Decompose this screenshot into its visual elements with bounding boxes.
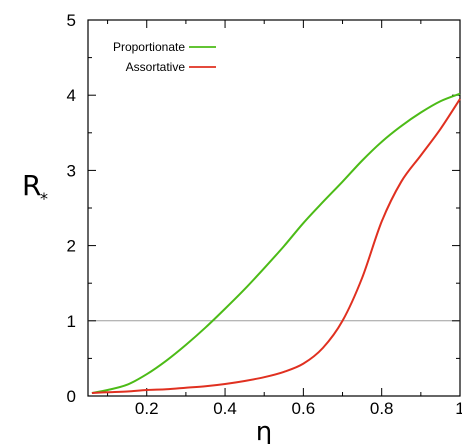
y-tick-label: 2 [67,237,76,256]
x-tick-label: 0.2 [135,399,159,418]
y-tick-label: 1 [67,312,76,331]
y-tick-label: 3 [67,161,76,180]
axis-ticks [88,19,461,397]
series-line-assortative [91,98,461,394]
x-tick-label: 0.8 [370,399,394,418]
x-tick-label: 0.4 [213,399,237,418]
legend-label-assortative: Assortative [126,60,186,74]
y-axis-label-subscript: * [40,189,48,208]
plot-frame [87,19,461,397]
y-tick-label: 4 [67,86,76,105]
y-tick-label: 5 [67,11,76,30]
legend: Proportionate Assortative [113,40,216,74]
series-group [91,92,461,394]
x-tick-label: 0.6 [292,399,316,418]
legend-label-proportionate: Proportionate [113,40,185,54]
series-line-proportionate [91,92,461,394]
y-axis-label-main: R [22,169,41,202]
y-tick-label: 0 [67,387,76,406]
x-axis-label: η [256,417,272,444]
axis-tick-labels: 0.2 0.4 0.6 0.8 1 0 1 2 3 4 5 [67,11,462,418]
y-axis-label: R * [22,169,48,208]
x-tick-label: 1 [455,399,462,418]
